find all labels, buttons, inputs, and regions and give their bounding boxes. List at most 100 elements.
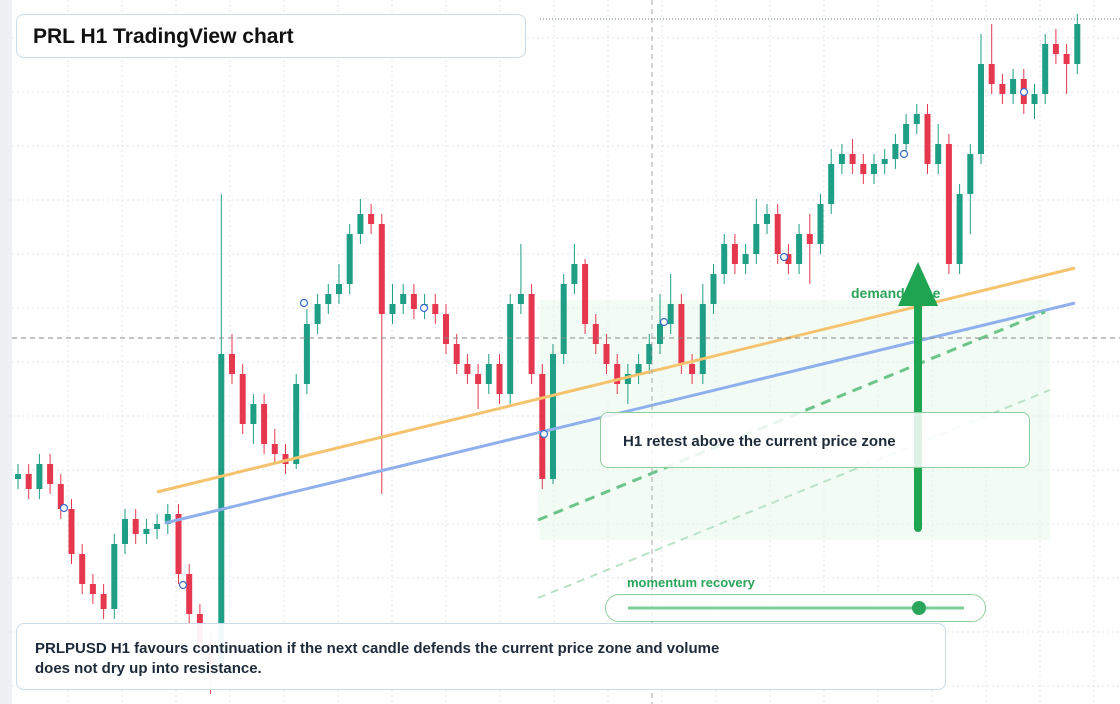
candle-body: [624, 374, 631, 384]
candle-body: [806, 234, 813, 244]
candle-body: [282, 454, 289, 464]
candle-body: [785, 254, 792, 264]
retest-box: H1 retest above the current price zone: [600, 412, 1030, 468]
candle-body: [1042, 44, 1049, 94]
note-text: PRLPUSD H1 favours continuation if the n…: [35, 640, 720, 677]
candle-body: [15, 474, 21, 479]
candle-body: [410, 294, 417, 309]
candles: [15, 14, 1081, 694]
candle-body: [774, 214, 781, 254]
candle-body: [978, 64, 984, 154]
candle-body: [539, 374, 546, 479]
candle-body: [368, 214, 375, 224]
candle-body: [560, 284, 567, 354]
candle-body: [271, 444, 278, 454]
candle-body: [592, 324, 599, 344]
candle-body: [325, 294, 332, 304]
candle-body: [667, 304, 674, 324]
zone-label: demand zone: [851, 285, 941, 301]
candle-body: [646, 344, 653, 364]
candle-body: [346, 234, 353, 284]
candle-body: [79, 554, 86, 584]
candle-body: [314, 304, 321, 324]
candle-body: [1010, 79, 1017, 94]
candle-body: [796, 234, 803, 264]
candle-body: [881, 159, 888, 164]
candle-body: [988, 64, 995, 84]
candle-body: [657, 324, 663, 344]
candle-body: [892, 144, 899, 159]
candle-body: [111, 544, 118, 609]
candle-body: [603, 344, 610, 364]
candle-body: [614, 364, 621, 384]
momentum-slider: [605, 594, 986, 622]
candle-body: [913, 114, 920, 124]
candle-body: [57, 484, 64, 509]
candle-body: [967, 154, 974, 194]
retest-label: H1 retest above the current price zone: [623, 433, 896, 450]
candle-body: [1063, 54, 1070, 64]
note-box: PRLPUSD H1 favours continuation if the n…: [16, 623, 946, 690]
candle-body: [828, 164, 835, 204]
left-strip: [0, 0, 12, 704]
title-box: PRL H1 TradingView chart: [16, 14, 526, 58]
candle-body: [36, 464, 43, 489]
candle-body: [764, 214, 770, 224]
candle-body: [485, 364, 492, 384]
candle-body: [89, 584, 96, 594]
candle-body: [229, 354, 235, 374]
candle-body: [817, 204, 824, 244]
candle-body: [293, 384, 300, 464]
candle-body: [261, 404, 268, 444]
candle-body: [186, 574, 193, 614]
candle-body: [935, 144, 942, 164]
candle-body: [100, 594, 107, 609]
candle-body: [154, 524, 161, 529]
candle-body: [378, 224, 385, 314]
candle-body: [1052, 44, 1059, 54]
candle-body: [945, 144, 952, 264]
candle-body: [699, 304, 706, 374]
candle-body: [443, 314, 449, 344]
candle-body: [132, 519, 139, 534]
candle-body: [678, 304, 685, 364]
candle-body: [838, 154, 845, 164]
candle-body: [635, 364, 642, 374]
candle-body: [903, 124, 910, 144]
candle-body: [753, 224, 760, 254]
candle-body: [464, 364, 471, 374]
candle-body: [432, 304, 439, 314]
candle-body: [860, 164, 867, 174]
candle-body: [999, 84, 1006, 94]
candle-body: [47, 464, 54, 484]
candle-body: [389, 304, 396, 314]
candle-body: [710, 274, 717, 304]
candle-body: [731, 244, 738, 264]
candle-body: [400, 294, 407, 304]
candle-body: [507, 304, 514, 394]
candle-body: [68, 509, 75, 554]
candle-body: [956, 194, 963, 264]
candle-body: [871, 164, 877, 174]
candle-body: [550, 354, 556, 479]
slider-track: [628, 601, 964, 615]
candle-body: [175, 514, 182, 574]
slider-knob: [912, 601, 926, 615]
candle-body: [496, 364, 503, 394]
candle-body: [475, 374, 482, 384]
chart-title: PRL H1 TradingView chart: [33, 25, 294, 48]
candle-body: [143, 529, 150, 534]
candle-body: [250, 404, 257, 424]
candle-body: [1031, 94, 1038, 104]
candle-body: [924, 114, 931, 164]
candle-body: [239, 374, 246, 424]
candle-body: [336, 284, 342, 294]
candle-body: [164, 514, 171, 524]
candle-body: [742, 254, 749, 264]
candle-body: [453, 344, 460, 364]
candle-body: [1074, 24, 1081, 64]
candle-body: [582, 264, 589, 324]
candle-body: [689, 364, 696, 374]
